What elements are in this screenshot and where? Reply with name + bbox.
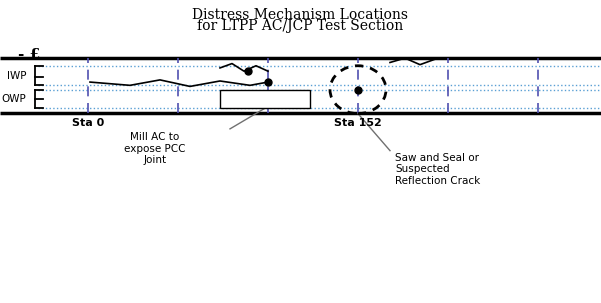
Text: Sta 0: Sta 0	[72, 118, 104, 128]
Bar	[220, 90, 310, 108]
Text: OWP: OWP	[1, 95, 26, 105]
Text: for LTPP AC/JCP Test Section: for LTPP AC/JCP Test Section	[197, 19, 404, 33]
Text: Mill AC to
expose PCC
Joint: Mill AC to expose PCC Joint	[124, 132, 186, 165]
Text: - £: - £	[18, 48, 40, 62]
Text: Saw and Seal or
Suspected
Reflection Crack: Saw and Seal or Suspected Reflection Cra…	[395, 153, 480, 186]
Text: Distress Mechanism Locations: Distress Mechanism Locations	[192, 8, 409, 22]
Text: Sta 152: Sta 152	[334, 118, 382, 128]
Text: IWP: IWP	[7, 71, 26, 81]
